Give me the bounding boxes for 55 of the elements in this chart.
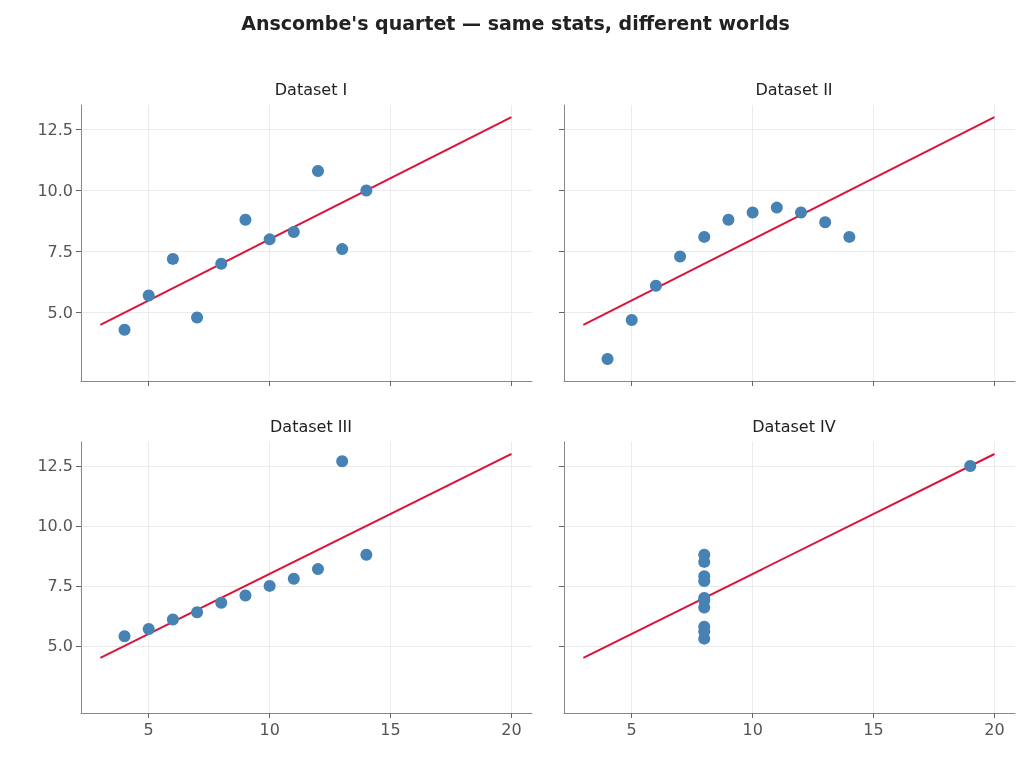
point xyxy=(674,250,687,263)
point xyxy=(191,606,204,619)
chart-title: Dataset I xyxy=(274,79,348,99)
point xyxy=(746,206,759,219)
point xyxy=(770,201,783,214)
y-tick-label: 12.5 xyxy=(37,456,73,476)
point xyxy=(263,579,276,592)
point xyxy=(191,311,204,324)
y-tick-label: 10.0 xyxy=(37,516,73,536)
x-tick-label: 20 xyxy=(984,719,1005,739)
point xyxy=(625,313,638,326)
y-tick-label: 5.0 xyxy=(47,636,73,656)
y-tick-label: 7.5 xyxy=(47,242,73,262)
x-tick-label: 10 xyxy=(259,719,280,739)
point xyxy=(215,257,228,270)
x-tick-label: 20 xyxy=(501,719,522,739)
y-tick-label: 5.0 xyxy=(47,303,73,323)
point xyxy=(215,596,228,609)
x-tick-label: 5 xyxy=(626,719,637,739)
x-tick-label: 10 xyxy=(742,719,763,739)
y-tick-label: 12.5 xyxy=(37,119,73,139)
point xyxy=(336,243,349,256)
x-tick-label: 15 xyxy=(863,719,884,739)
point xyxy=(722,213,735,226)
chart-title: Dataset IV xyxy=(752,416,836,436)
y-tick-label: 7.5 xyxy=(47,576,73,596)
point xyxy=(142,289,155,302)
point xyxy=(819,216,832,229)
point xyxy=(263,233,276,246)
point xyxy=(649,279,662,292)
point xyxy=(118,323,131,336)
point xyxy=(287,572,300,585)
point xyxy=(239,213,252,226)
point xyxy=(698,230,711,243)
y-tick-label: 10.0 xyxy=(37,180,73,200)
point xyxy=(360,548,373,561)
chart-title: Dataset III xyxy=(270,416,352,436)
point xyxy=(312,164,324,177)
point xyxy=(360,184,373,197)
point xyxy=(795,206,807,219)
x-tick-label: 15 xyxy=(380,719,401,739)
point xyxy=(312,563,324,576)
point xyxy=(166,613,179,626)
chart-title: Dataset II xyxy=(755,79,833,99)
point xyxy=(239,589,252,602)
point xyxy=(118,630,131,643)
point xyxy=(287,226,300,239)
point xyxy=(336,455,349,468)
x-tick-label: 5 xyxy=(143,719,154,739)
point xyxy=(142,623,155,636)
point xyxy=(964,459,977,472)
point xyxy=(843,230,856,243)
point xyxy=(166,252,179,265)
point xyxy=(601,353,614,366)
text: Anscombe's quartet — same stats, different worlds xyxy=(240,12,791,34)
